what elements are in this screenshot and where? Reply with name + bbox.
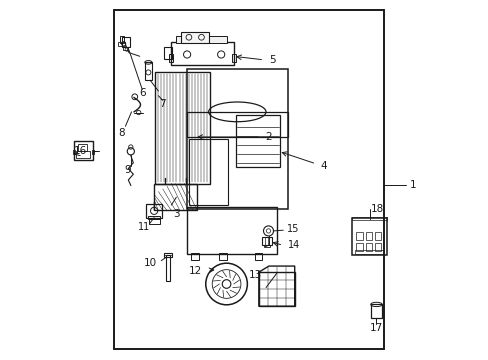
Bar (231, 54, 235, 62)
Bar (166, 255, 170, 281)
Bar (180, 32, 209, 43)
Text: 2: 2 (265, 132, 271, 142)
Text: 12: 12 (188, 266, 202, 276)
Text: 9: 9 (124, 165, 131, 175)
Bar (356, 232, 362, 240)
Bar (154, 184, 197, 211)
Bar (191, 253, 198, 260)
Bar (365, 243, 371, 251)
Bar (351, 218, 386, 255)
Bar (149, 219, 159, 224)
Bar (145, 204, 162, 218)
Bar (187, 207, 276, 253)
Text: 4: 4 (320, 161, 327, 171)
Bar (113, 10, 384, 348)
Text: 13: 13 (248, 270, 261, 280)
Text: 17: 17 (369, 323, 382, 333)
Bar (356, 243, 362, 251)
Bar (365, 232, 371, 240)
Text: 15: 15 (286, 225, 299, 234)
Bar (374, 232, 381, 240)
Text: 8: 8 (118, 129, 125, 138)
Bar (74, 140, 93, 160)
Bar (258, 272, 294, 306)
Bar (176, 36, 226, 43)
Bar (263, 244, 269, 247)
Bar (255, 253, 262, 260)
Text: 16: 16 (74, 146, 87, 156)
Bar (354, 250, 384, 254)
Text: 6: 6 (139, 88, 145, 98)
Bar (187, 69, 287, 209)
Bar (169, 54, 172, 62)
Text: 18: 18 (370, 204, 383, 215)
Text: 3: 3 (173, 209, 179, 219)
Bar (235, 116, 280, 167)
Text: 14: 14 (287, 240, 299, 250)
Bar (76, 151, 90, 158)
Text: 7: 7 (159, 99, 166, 109)
Bar (163, 47, 171, 59)
Bar (171, 42, 233, 65)
Text: 5: 5 (268, 55, 275, 65)
Bar (374, 243, 381, 251)
Bar (144, 62, 152, 80)
Bar (118, 42, 125, 45)
Bar (187, 112, 287, 137)
Bar (188, 139, 228, 205)
Bar (92, 150, 94, 154)
Bar (261, 237, 271, 245)
Text: 1: 1 (409, 180, 416, 190)
Bar (219, 253, 226, 260)
Text: 11: 11 (138, 222, 150, 231)
Bar (147, 216, 160, 220)
Bar (78, 144, 86, 151)
Bar (370, 305, 382, 318)
Bar (155, 72, 210, 184)
Text: 10: 10 (143, 258, 156, 268)
Bar (123, 46, 128, 50)
Bar (73, 150, 75, 154)
Bar (351, 217, 386, 220)
Bar (122, 37, 129, 47)
Bar (120, 36, 124, 43)
Bar (164, 253, 172, 257)
